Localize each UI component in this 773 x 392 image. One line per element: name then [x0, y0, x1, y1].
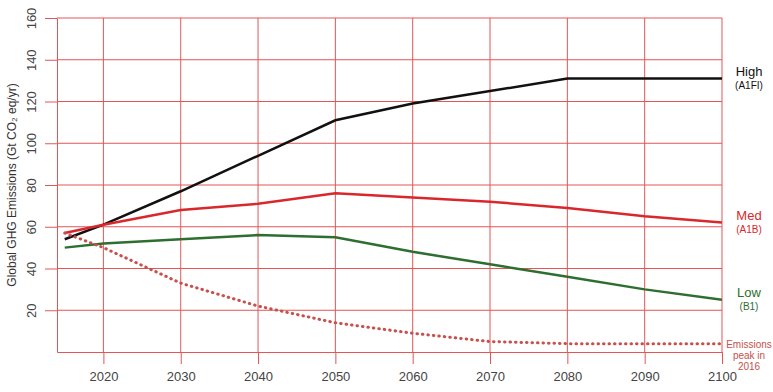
x-tick-mark: [181, 352, 182, 364]
y-tick: 80: [24, 178, 57, 192]
series-name: Med: [736, 208, 761, 223]
grid-line: [57, 185, 722, 186]
grid-line: [258, 18, 259, 352]
grid-line: [57, 143, 722, 144]
series-labels: High(A1FI) Med(A1B) Low(B1) Emissionspeak i…: [726, 64, 772, 372]
y-tick-mark: [45, 60, 57, 61]
y-tick-label: 120: [24, 91, 39, 113]
y-tick: 140: [24, 49, 57, 71]
grid-line: [103, 18, 104, 352]
y-tick-label: 20: [24, 304, 39, 318]
y-tick: 120: [24, 91, 57, 113]
series-code: (A1B): [736, 224, 762, 235]
y-tick-label: 40: [24, 262, 39, 276]
x-tick-label: 2030: [167, 369, 196, 384]
grid-line: [57, 59, 722, 60]
y-tick-label: 140: [24, 49, 39, 71]
x-tick-label: 2060: [399, 369, 428, 384]
grid-line: [57, 101, 722, 102]
series-line: [65, 233, 722, 344]
lines: [65, 79, 722, 344]
series-code: (B1): [740, 301, 759, 312]
x-tick: 2020: [89, 352, 118, 384]
y-tick-label: 60: [24, 220, 39, 234]
series-line: [65, 79, 722, 240]
x-axis: 2020 2030 2040 2050 2060 2070 2080 2090 2100: [58, 352, 737, 384]
y-tick-label: 100: [24, 133, 39, 155]
grid-line: [180, 18, 181, 352]
grid: [57, 18, 722, 352]
grid-line: [567, 18, 568, 352]
x-tick: 2070: [476, 352, 505, 384]
x-tick-label: 2050: [321, 369, 350, 384]
x-tick-mark: [645, 352, 646, 364]
series-name: High: [736, 64, 763, 79]
chart: 2040608010012014016020202030204020502060…: [0, 0, 773, 392]
x-tick-mark: [335, 352, 336, 364]
x-tick-label: 2090: [631, 369, 660, 384]
y-tick: 160: [24, 8, 57, 30]
grid-line: [644, 18, 645, 352]
grid-line: [335, 18, 336, 352]
grid-line: [57, 226, 722, 227]
x-tick-label: 2100: [708, 369, 737, 384]
grid-line: [57, 310, 722, 311]
x-tick-mark: [567, 352, 568, 364]
y-tick-mark: [45, 227, 57, 228]
x-tick-label: 2080: [553, 369, 582, 384]
x-tick-label: 2070: [476, 369, 505, 384]
y-axis: 20 40 60 80 100 120 140 160: [24, 8, 58, 353]
x-tick-mark: [413, 352, 414, 364]
y-tick: 40: [24, 262, 57, 276]
x-tick: 2050: [321, 352, 350, 384]
y-tick: 100: [24, 133, 57, 155]
y-tick-label: 80: [24, 178, 39, 192]
series-code: (A1FI): [735, 80, 763, 91]
x-tick-label: 2020: [89, 369, 118, 384]
grid-line: [57, 18, 722, 19]
x-tick-mark: [490, 352, 491, 364]
x-tick: 2090: [631, 352, 660, 384]
series-line: [65, 235, 722, 300]
y-axis-title: Global GHG Emissions (Gt CO₂ eq/yr): [5, 83, 19, 286]
y-tick: 60: [24, 220, 57, 234]
y-tick-mark: [45, 143, 57, 144]
grid-line: [412, 18, 413, 352]
x-tick-mark: [103, 352, 104, 364]
x-tick: 2030: [167, 352, 196, 384]
y-axis-line: [57, 19, 58, 353]
y-tick-label: 160: [24, 8, 39, 30]
x-axis-line: [58, 352, 723, 353]
series-line: [65, 193, 722, 233]
grid-line: [722, 18, 723, 352]
y-tick-mark: [45, 102, 57, 103]
y-tick-mark: [45, 185, 57, 186]
x-tick-mark: [258, 352, 259, 364]
x-tick: 2060: [399, 352, 428, 384]
series-name: Emissionspeak in2016: [726, 339, 772, 372]
x-tick-label: 2040: [244, 369, 273, 384]
x-tick: 2040: [244, 352, 273, 384]
grid-line: [490, 18, 491, 352]
y-tick-mark: [45, 310, 57, 311]
series-name: Low: [737, 285, 761, 300]
x-tick: 2080: [553, 352, 582, 384]
y-tick: 20: [24, 304, 57, 318]
y-tick-mark: [45, 18, 57, 19]
x-tick-mark: [722, 352, 723, 364]
y-tick-mark: [45, 269, 57, 270]
plot: 2040608010012014016020202030204020502060…: [24, 8, 737, 385]
grid-line: [57, 268, 722, 269]
